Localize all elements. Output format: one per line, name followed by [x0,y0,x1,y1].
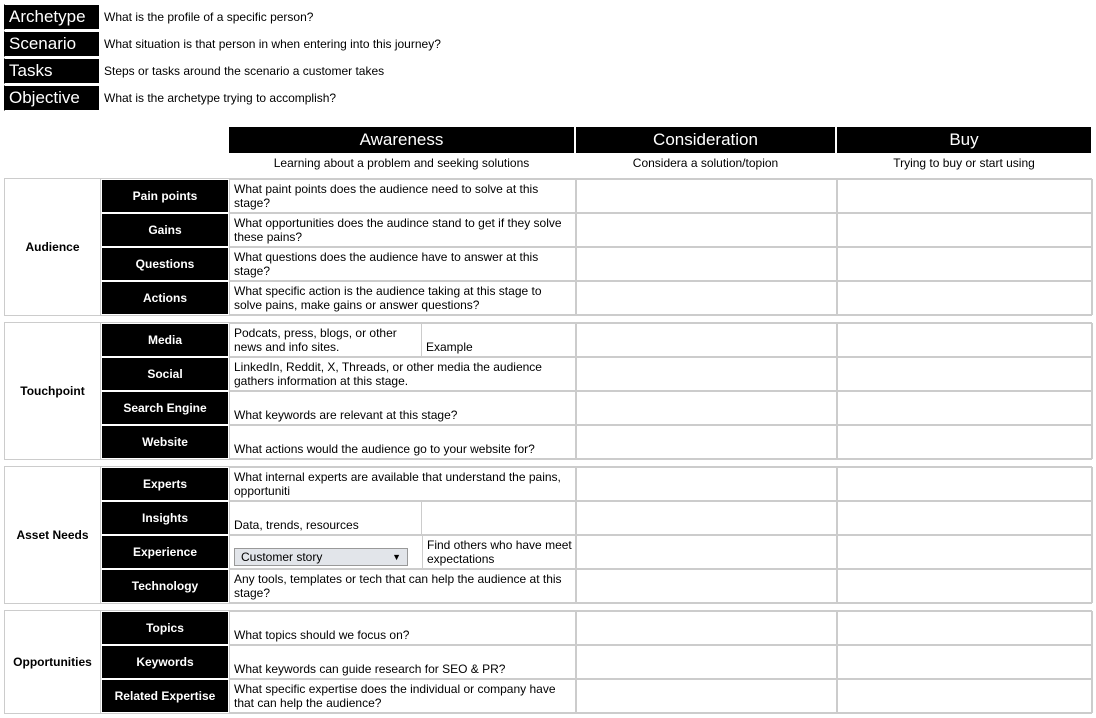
cell-empty[interactable] [576,467,837,501]
top-desc-1[interactable]: What situation is that person in when en… [100,31,1092,57]
cell-empty[interactable] [576,425,837,459]
top-desc-2[interactable]: Steps or tasks around the scenario a cus… [100,58,1092,84]
row-label: Technology [101,569,229,603]
cell-empty[interactable] [837,247,1093,281]
cell-empty[interactable] [576,501,837,535]
cell-empty[interactable] [576,611,837,645]
cell-text[interactable]: What topics should we focus on? [229,611,576,645]
cell-empty[interactable] [837,357,1093,391]
stage-awareness-sub: Learning about a problem and seeking sol… [228,154,575,172]
row-label: Questions [101,247,229,281]
row-label: Experience [101,535,229,569]
cell-text[interactable]: What specific expertise does the individ… [229,679,576,713]
row-label: Topics [101,611,229,645]
cell-empty[interactable] [576,247,837,281]
cell-text[interactable]: What keywords can guide research for SEO… [229,645,576,679]
experience-dropdown[interactable]: Customer story ▼ [234,548,408,566]
cell-text[interactable]: What actions would the audience go to yo… [229,425,576,459]
row-label: Pain points [101,179,229,213]
row-label: Website [101,425,229,459]
cell-empty[interactable] [576,645,837,679]
cell-text[interactable]: What questions does the audience have to… [229,247,576,281]
cell-text[interactable]: What internal experts are available that… [229,467,576,501]
row-label: Actions [101,281,229,315]
top-label-2: Tasks [4,58,100,84]
cell-text[interactable]: What paint points does the audience need… [229,179,576,213]
cell-empty[interactable] [576,281,837,315]
cell-empty[interactable] [837,179,1093,213]
cell-empty[interactable] [576,679,837,713]
cell-text[interactable]: What specific action is the audience tak… [229,281,576,315]
cell-empty[interactable] [837,467,1093,501]
cell-empty[interactable] [837,611,1093,645]
cell-empty[interactable] [837,645,1093,679]
cell-empty[interactable] [837,535,1093,569]
cell-empty[interactable] [837,501,1093,535]
cell-text[interactable]: Data, trends, resources [230,502,422,534]
stage-consideration-sub: Considera a solution/topion [575,154,836,172]
top-label-1: Scenario [4,31,100,57]
row-label: Gains [101,213,229,247]
cell-empty[interactable] [837,213,1093,247]
cell-empty[interactable] [576,391,837,425]
top-desc-0[interactable]: What is the profile of a specific person… [100,4,1092,30]
cell-text[interactable]: Find others who have meet expectations [422,536,576,568]
cell-empty[interactable] [576,213,837,247]
cell-empty[interactable] [576,569,837,603]
row-label: Keywords [101,645,229,679]
cell-empty[interactable] [576,357,837,391]
cell-empty[interactable] [576,323,837,357]
cell-text[interactable] [422,502,576,534]
section-label: Opportunities [5,611,101,713]
section-label: Touchpoint [5,323,101,459]
cell-empty[interactable] [837,679,1093,713]
cell-empty[interactable] [837,323,1093,357]
cell-empty[interactable] [837,391,1093,425]
cell-empty[interactable] [837,425,1093,459]
cell-text[interactable]: Example [422,324,576,356]
cell-text[interactable]: LinkedIn, Reddit, X, Threads, or other m… [229,357,576,391]
cell-empty[interactable] [837,281,1093,315]
section-label: Asset Needs [5,467,101,603]
stage-buy-header: Buy [836,126,1092,154]
row-label: Insights [101,501,229,535]
cell-empty[interactable] [576,535,837,569]
cell-text[interactable]: Any tools, templates or tech that can he… [229,569,576,603]
row-label: Social [101,357,229,391]
dropdown-value: Customer story [241,550,322,564]
stage-consideration-header: Consideration [575,126,836,154]
cell-text[interactable]: Podcats, press, blogs, or other news and… [230,324,422,356]
stage-buy-sub: Trying to buy or start using [836,154,1092,172]
top-desc-3[interactable]: What is the archetype trying to accompli… [100,85,1092,111]
top-label-0: Archetype [4,4,100,30]
top-label-3: Objective [4,85,100,111]
cell-text[interactable]: What keywords are relevant at this stage… [229,391,576,425]
row-label: Media [101,323,229,357]
section-label: Audience [5,179,101,315]
row-label: Related Expertise [101,679,229,713]
stage-awareness-header: Awareness [228,126,575,154]
row-label: Search Engine [101,391,229,425]
cell-empty[interactable] [576,179,837,213]
cell-text[interactable]: What opportunities does the audince stan… [229,213,576,247]
row-label: Experts [101,467,229,501]
cell-empty[interactable] [837,569,1093,603]
chevron-down-icon: ▼ [392,552,401,562]
